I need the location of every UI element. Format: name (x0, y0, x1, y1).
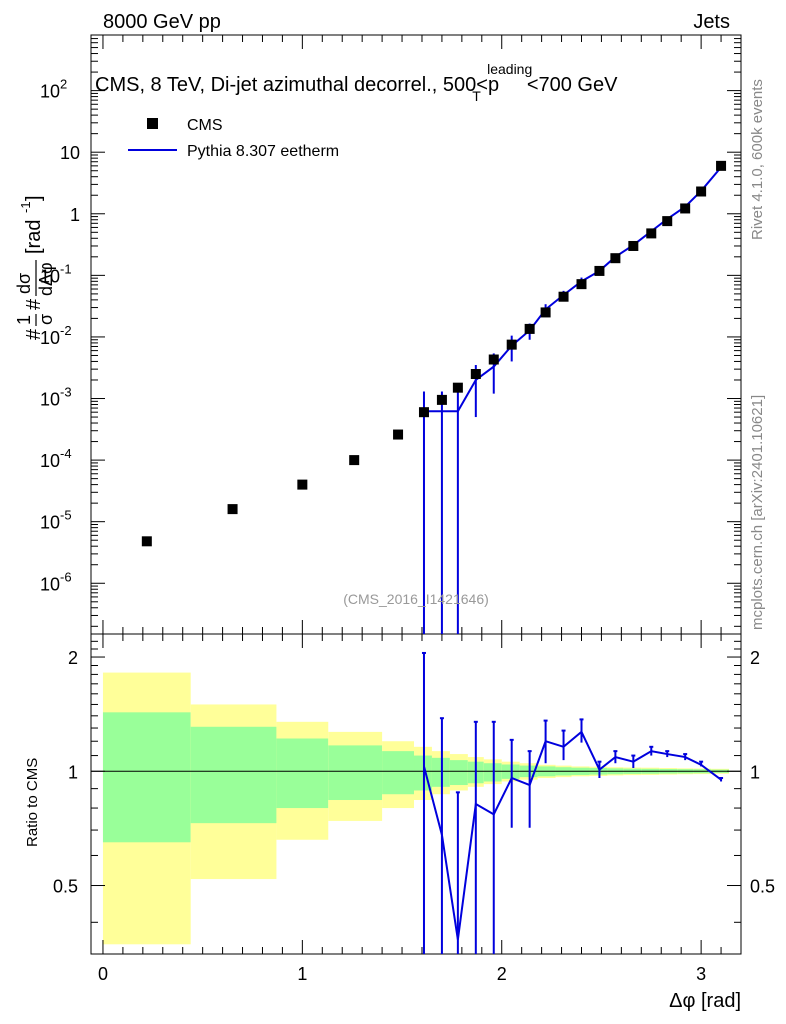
cms-point (696, 186, 707, 197)
y-label-unit: [rad (23, 220, 45, 254)
cms-point (716, 160, 727, 171)
y-label-sigma: σ (36, 314, 56, 325)
cms-point (418, 407, 429, 418)
header-left: 8000 GeV pp (103, 11, 221, 33)
x-axis-label: Δφ [rad] (669, 990, 741, 1012)
cms-point (393, 429, 404, 440)
cms-point (558, 291, 569, 302)
cms-data-points (141, 160, 727, 547)
cms-point (227, 504, 238, 515)
cms-point (488, 354, 499, 365)
ratio-tick-label-right: 0.5 (750, 877, 775, 897)
cms-point (452, 382, 463, 393)
ratio-error-bars (421, 651, 724, 954)
cms-point (662, 216, 673, 227)
chart-title: CMS, 8 TeV, Di-jet azimuthal decorrel., … (95, 61, 618, 104)
ratio-band-inner (328, 745, 383, 801)
y-axis-label: # 1 σ # dσ dΔφ [rad -1 ] (14, 195, 56, 340)
legend-cms-label: CMS (187, 117, 223, 134)
y-tick-label: 10 (60, 143, 80, 163)
y-label-unit-close: ] (23, 195, 45, 201)
cms-point (610, 253, 621, 264)
y-label-unit-sup: -1 (18, 201, 33, 213)
cms-point (594, 265, 605, 276)
ratio-plot-frame (90, 633, 742, 955)
y-tick-label: 1 (70, 205, 80, 225)
ratio-tick-label-left: 0.5 (53, 877, 78, 897)
legend-pythia-label: Pythia 8.307 eetherm (187, 143, 339, 160)
cms-point (470, 369, 481, 380)
y-tick-label: 10-1 (40, 261, 72, 286)
ratio-band-inner (449, 760, 468, 786)
ratio-tick-label-left: 1 (68, 762, 78, 782)
legend-cms-marker (147, 118, 158, 129)
y-tick-label: 10-4 (40, 446, 72, 471)
cms-point (297, 479, 308, 490)
y-tick-label: 10-2 (40, 323, 72, 348)
y-label-hash2: # (23, 298, 45, 310)
ratio-band-inner (102, 712, 191, 843)
x-tick-label: 2 (497, 964, 507, 984)
cms-point (506, 339, 517, 350)
y-tick-label: 10-6 (40, 569, 72, 594)
legend: CMS Pythia 8.307 eetherm (128, 117, 339, 160)
chart-title-main: CMS, 8 TeV, Di-jet azimuthal decorrel., … (95, 74, 499, 96)
y-label-hash1: # (23, 328, 45, 340)
rivet-label: Rivet 4.1.0, 600k events (749, 79, 766, 240)
ratio-band-inner (382, 751, 415, 795)
y-label-one: 1 (14, 315, 34, 325)
mcplots-label: mcplots.cern.ch [arXiv:2401.10621] (749, 395, 766, 630)
cms-point (628, 240, 639, 251)
x-tick-label: 1 (297, 964, 307, 984)
cms-point (646, 228, 657, 239)
ratio-tick-label-left: 2 (68, 648, 78, 668)
ratio-bands (102, 672, 730, 945)
y-label-dphi: dΔφ (36, 262, 56, 296)
y-label-dsigma: dσ (14, 273, 34, 294)
cms-point (576, 279, 587, 290)
ratio-tick-label-right: 1 (750, 762, 760, 782)
x-tick-label: 3 (696, 964, 706, 984)
analysis-id: (CMS_2016_I1421646) (343, 591, 489, 607)
ratio-axis-ticks: 0 1 2 3 0.5 0.5 1 1 2 2 (53, 634, 775, 984)
chart-title-sup: leading (487, 61, 532, 77)
ratio-series-line (423, 730, 722, 940)
ratio-band-inner (190, 726, 277, 824)
x-tick-label: 0 (98, 964, 108, 984)
y-tick-label: 10-3 (40, 385, 72, 410)
cms-point (349, 455, 360, 466)
ratio-tick-label-right: 2 (750, 648, 760, 668)
y-tick-label: 10-5 (40, 508, 72, 533)
header-right: Jets (693, 11, 730, 33)
cms-point (524, 323, 535, 334)
chart-title-end: <700 GeV (527, 74, 618, 96)
cms-point (141, 536, 152, 547)
ratio-band-inner (276, 738, 329, 809)
pythia-series-line (423, 166, 722, 413)
y-tick-label: 102 (40, 77, 67, 102)
cms-point (540, 307, 551, 318)
cms-point (436, 394, 447, 405)
pythia-error-bars (422, 166, 723, 634)
ratio-y-axis-label: Ratio to CMS (24, 758, 41, 847)
cms-point (680, 203, 691, 214)
chart-title-sub: T (472, 88, 481, 104)
main-axis-ticks: 10-6 10-5 10-4 10-3 10-2 10-1 1 10 102 (40, 34, 741, 634)
